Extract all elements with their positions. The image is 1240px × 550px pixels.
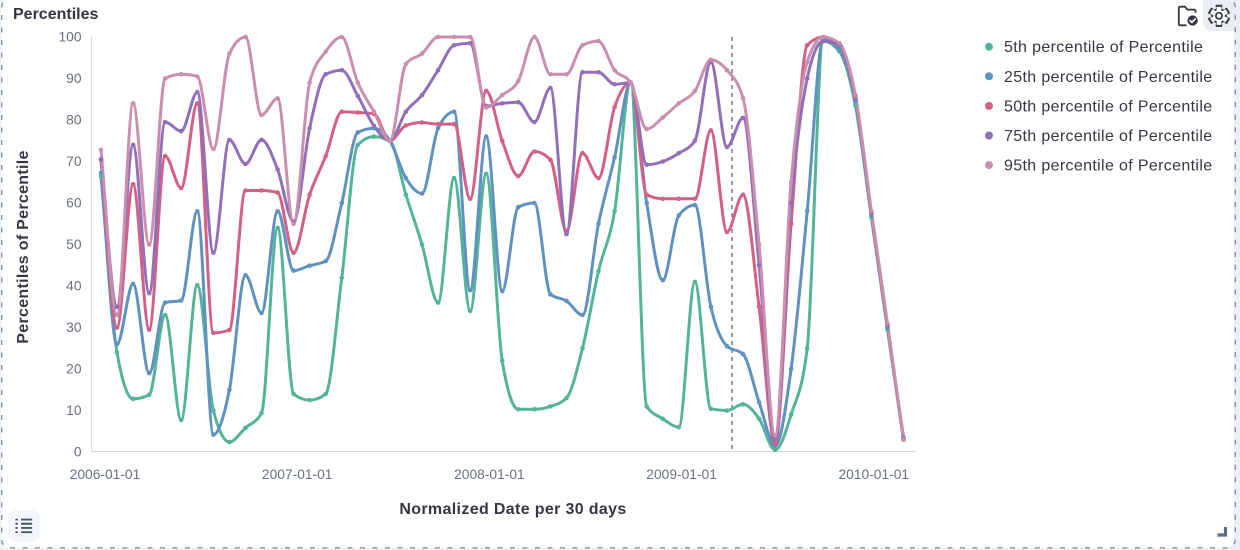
svg-text:2008-01-01: 2008-01-01 <box>454 467 525 482</box>
svg-text:30: 30 <box>66 320 82 335</box>
svg-text:2007-01-01: 2007-01-01 <box>262 467 333 482</box>
svg-text:100: 100 <box>58 30 81 45</box>
svg-text:2010-01-01: 2010-01-01 <box>839 467 910 482</box>
svg-text:20: 20 <box>66 362 82 377</box>
svg-text:2006-01-01: 2006-01-01 <box>70 467 141 482</box>
svg-text:25th percentile of Percentile: 25th percentile of Percentile <box>1004 69 1213 86</box>
svg-text:95th percentile of Percentile: 95th percentile of Percentile <box>1004 158 1213 175</box>
svg-text:60: 60 <box>66 196 82 211</box>
svg-text:70: 70 <box>66 154 82 169</box>
svg-text:5th percentile of Percentile: 5th percentile of Percentile <box>1004 39 1203 56</box>
svg-text:10: 10 <box>66 403 82 418</box>
svg-text:80: 80 <box>66 113 82 128</box>
svg-text:2009-01-01: 2009-01-01 <box>646 467 717 482</box>
svg-text:90: 90 <box>66 71 82 86</box>
svg-text:50th percentile of Percentile: 50th percentile of Percentile <box>1004 98 1213 115</box>
svg-text:75th percentile of Percentile: 75th percentile of Percentile <box>1004 128 1213 145</box>
svg-text:40: 40 <box>66 279 82 294</box>
svg-text:0: 0 <box>74 445 82 460</box>
svg-text:50: 50 <box>66 237 82 252</box>
